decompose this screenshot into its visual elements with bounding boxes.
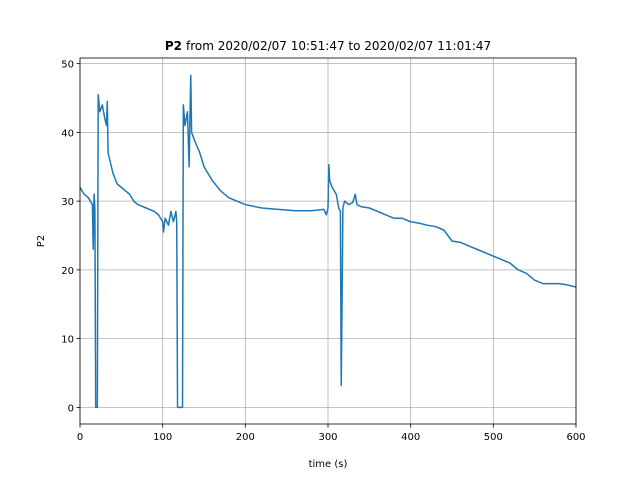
data-line <box>79 74 577 409</box>
y-tick-label: 20 <box>61 266 74 277</box>
x-tick-label: 500 <box>484 432 503 443</box>
chart-title: P2 from 2020/02/07 10:51:47 to 2020/02/07… <box>165 39 491 53</box>
y-tick-label: 0 <box>68 403 74 414</box>
title-text: from 2020/02/07 10:51:47 to 2020/02/07 1… <box>186 39 491 53</box>
y-tick-label: 50 <box>61 60 74 71</box>
y-axis-label: P2 <box>36 235 47 247</box>
y-tick-label: 40 <box>61 128 74 139</box>
x-tick-label: 300 <box>318 432 337 443</box>
x-tick-label: 100 <box>153 432 172 443</box>
x-tick-label: 600 <box>566 432 585 443</box>
title-bold: P2 <box>165 39 182 53</box>
x-tick-label: 200 <box>236 432 255 443</box>
y-tick-label: 10 <box>61 335 74 346</box>
x-tick-label: 0 <box>77 432 83 443</box>
y-tick-label: 30 <box>61 197 74 208</box>
plot-frame <box>79 57 577 425</box>
x-tick-label: 400 <box>401 432 420 443</box>
x-axis-label: time (s) <box>309 459 348 470</box>
